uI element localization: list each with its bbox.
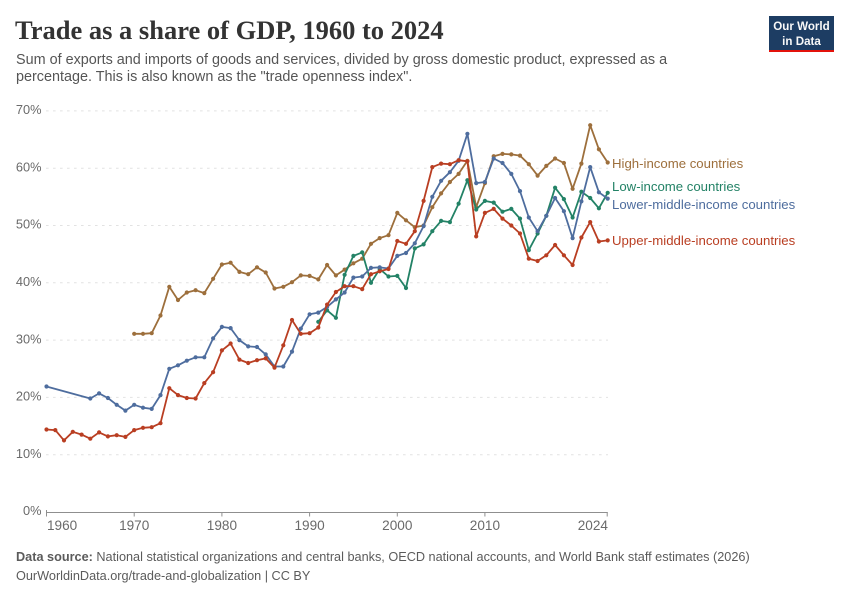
svg-text:Low-income countries: Low-income countries [612,179,741,194]
svg-text:30%: 30% [16,331,42,346]
svg-text:50%: 50% [16,217,42,232]
svg-text:70%: 70% [16,102,42,117]
svg-text:10%: 10% [16,446,42,461]
svg-text:20%: 20% [16,389,42,404]
svg-text:1990: 1990 [294,518,325,533]
svg-text:1960: 1960 [47,518,78,533]
svg-text:40%: 40% [16,274,42,289]
svg-text:1970: 1970 [119,518,150,533]
svg-text:0%: 0% [23,503,42,518]
svg-text:60%: 60% [16,159,42,174]
svg-text:Lower-middle-income countries: Lower-middle-income countries [612,197,796,212]
svg-text:2010: 2010 [470,518,501,533]
svg-text:1980: 1980 [207,518,238,533]
svg-text:High-income countries: High-income countries [612,156,744,171]
svg-text:2000: 2000 [382,518,413,533]
svg-text:Upper-middle-income countries: Upper-middle-income countries [612,233,796,248]
svg-text:2024: 2024 [578,518,609,533]
